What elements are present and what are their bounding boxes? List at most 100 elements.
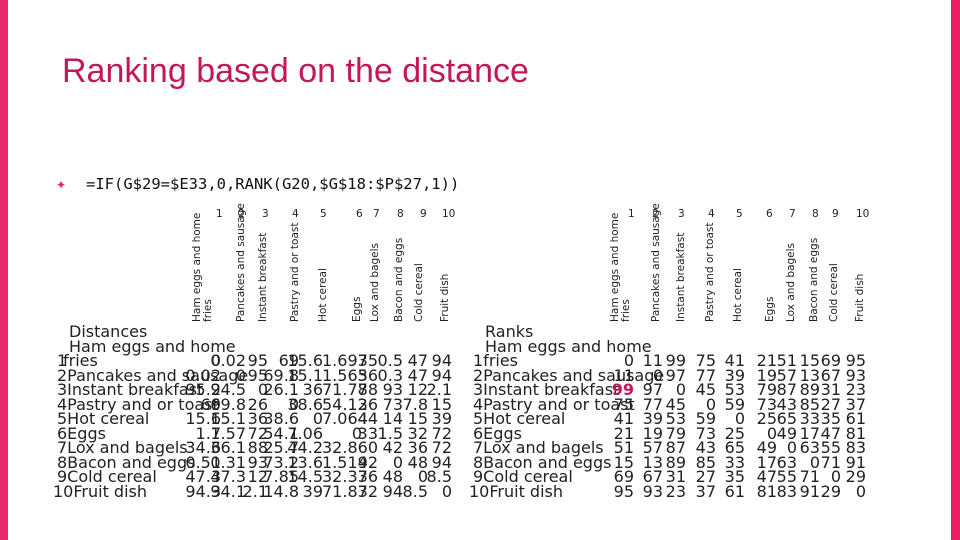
table-cell: 72	[431, 423, 452, 443]
table-cell: 35	[820, 409, 841, 428]
table-cell: 81	[756, 481, 777, 501]
column-number: 5	[736, 208, 743, 220]
table-cell: 17	[799, 423, 820, 443]
table-cell: 95	[845, 351, 866, 370]
table-cell: 75	[613, 394, 634, 414]
table-cell: 93	[642, 481, 663, 501]
table-cell: 13	[799, 365, 820, 385]
table-cell: 95	[247, 351, 268, 370]
column-header: Fruit dish	[439, 273, 451, 322]
table-cell: 27	[695, 467, 716, 486]
table-cell: 0	[623, 351, 634, 370]
table-cell: 23	[665, 481, 686, 501]
table-cell: 63	[776, 452, 797, 472]
table-cell: 43	[695, 438, 716, 457]
column-number: 2	[652, 208, 659, 220]
table-cell: 69	[820, 351, 841, 370]
row-label: 4Pastry and or toast	[57, 394, 219, 414]
table-cell: 48	[407, 452, 428, 472]
table-cell: 0	[855, 481, 866, 501]
column-header: Instant breakfast	[675, 232, 687, 322]
column-header: Eggs	[764, 296, 776, 322]
row-label-suffix: fries	[63, 351, 98, 370]
table-cell: 37	[695, 481, 716, 501]
table-cell: 47	[407, 365, 428, 385]
column-number: 6	[766, 208, 773, 220]
table-cell: 71	[799, 467, 820, 486]
table-cell: 14.8	[263, 481, 299, 501]
table-cell: 0	[210, 351, 221, 370]
table-cell: 11	[613, 365, 634, 385]
table-cell: 13	[642, 452, 663, 472]
row-label: 6Eggs	[57, 423, 106, 443]
table-cell: 41	[724, 351, 745, 370]
right-accent-bar	[951, 0, 960, 540]
table-cell: 53	[665, 409, 686, 428]
table-cell: 15.6	[185, 409, 221, 428]
row-label: 5Hot cereal	[57, 409, 150, 428]
table-cell: 97	[665, 365, 686, 385]
table-cell: 45	[695, 380, 716, 399]
table-cell: 49	[776, 423, 797, 443]
table-cell: 61	[845, 409, 866, 428]
column-header: Fruit dish	[854, 273, 866, 322]
table-cell: 71.83	[322, 481, 368, 501]
table-cell: 7.8	[402, 394, 428, 414]
table-cell: 77	[695, 365, 716, 385]
column-header: Cold cereal	[828, 263, 840, 322]
table-cell: 42	[382, 438, 403, 457]
table-cell: 0	[288, 394, 299, 414]
table-cell: 85	[799, 394, 820, 414]
column-number: 1	[216, 208, 223, 220]
row-label: 5Hot cereal	[473, 409, 566, 428]
table-cell: 36	[407, 438, 428, 457]
table-cell: 99	[665, 351, 686, 370]
table-cell: 29	[820, 481, 841, 501]
table-cell: 47	[407, 351, 428, 370]
column-header: Hot cereal	[732, 268, 744, 322]
table-cell: 47	[756, 467, 777, 486]
table-cell: 71	[820, 452, 841, 472]
table-cell: 89	[665, 452, 686, 472]
table-cell: 77	[642, 394, 663, 414]
table-cell: 93	[247, 452, 268, 472]
column-number: 3	[262, 208, 269, 220]
column-header: Ham eggs and home fries	[609, 212, 632, 322]
table-header: Distances	[69, 322, 148, 341]
table-cell: 37	[845, 394, 866, 414]
column-number: 4	[292, 208, 299, 220]
table-cell: 0	[351, 423, 362, 443]
table-cell: 69	[613, 467, 634, 486]
table-cell: 14	[382, 409, 403, 428]
row-label: 7Lox and bagels	[473, 438, 604, 457]
table-cell: 65	[776, 409, 797, 428]
column-number: 9	[420, 208, 427, 220]
table-cell: 35	[357, 351, 378, 370]
row-label: 7Lox and bagels	[57, 438, 188, 457]
table-cell: 59	[695, 409, 716, 428]
table-cell: 0.02	[210, 351, 246, 370]
column-header: Pancakes and sausage	[235, 203, 247, 322]
row-label: 3Instant breakfast	[57, 380, 204, 399]
table-cell: 72	[357, 481, 378, 501]
table-cell: 15.1	[210, 409, 246, 428]
column-header: Ham eggs and home fries	[191, 212, 214, 322]
table-cell: 26.1	[263, 380, 299, 399]
table-cell: 0.51	[185, 452, 221, 472]
table-cell: 1.697	[322, 351, 368, 370]
table-cell: 35	[724, 467, 745, 486]
table-cell: 19	[756, 365, 777, 385]
table-cell: 57	[642, 438, 663, 457]
column-header: Pastry and or toast	[704, 222, 716, 322]
table-cell: 69.8	[263, 365, 299, 385]
column-number: 2	[238, 208, 245, 220]
table-cell: 0	[766, 423, 777, 443]
table-cell: 93	[382, 380, 403, 399]
table-cell: 26	[357, 394, 378, 414]
table-cell: 2.1	[426, 380, 452, 399]
table-cell: 93	[845, 365, 866, 385]
table-cell: 94.5	[210, 380, 246, 399]
table-cell: 54.1	[263, 423, 299, 443]
table-cell: 94	[431, 365, 452, 385]
table-cell: 34.6	[185, 438, 221, 457]
